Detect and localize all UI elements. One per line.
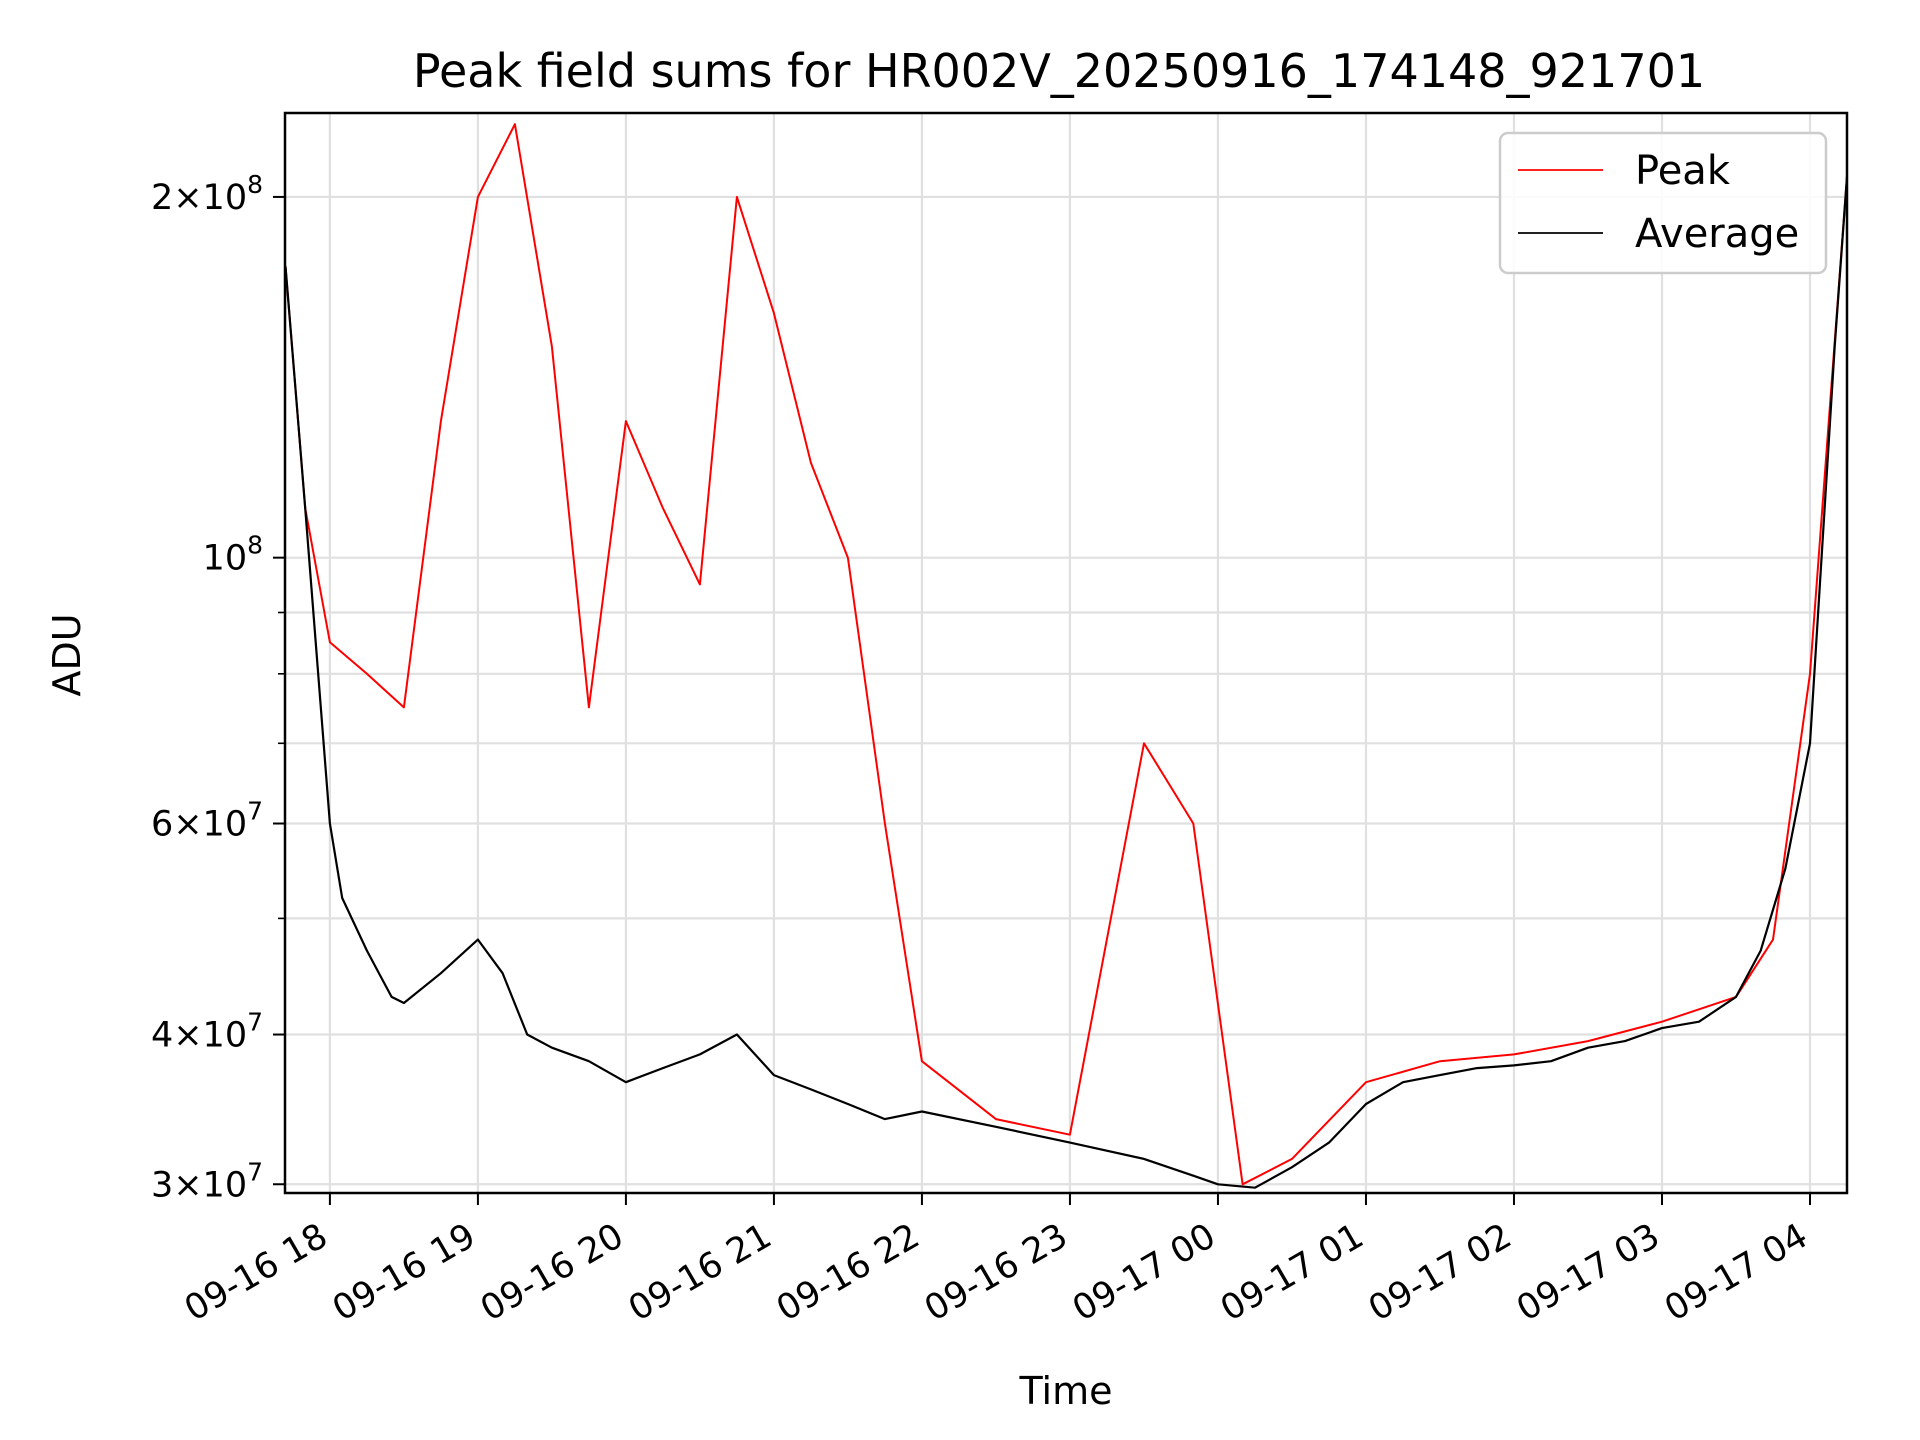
y-axis-label: ADU — [45, 613, 89, 696]
legend-box — [1498, 131, 1828, 275]
legend-label-peak: Peak — [1635, 148, 1731, 194]
series-layer — [284, 123, 1849, 1189]
x-tick-label: 09-16 20 — [474, 1216, 630, 1329]
x-tick-label: 09-17 03 — [1510, 1216, 1666, 1329]
x-tick-label: 09-17 02 — [1362, 1216, 1518, 1329]
x-tick-label: 09-17 00 — [1066, 1216, 1222, 1329]
series-line-average — [284, 176, 1849, 1189]
x-tick-label: 09-16 18 — [178, 1216, 334, 1329]
y-axis: 3×107 4×107 6×107 108 2×108 — [151, 170, 285, 1205]
y-tick-label: 6×107 — [151, 797, 263, 845]
y-tick-label: 2×108 — [151, 170, 263, 218]
x-tick-label: 09-16 19 — [326, 1216, 482, 1329]
y-tick-label: 4×107 — [151, 1008, 263, 1056]
legend-label-average: Average — [1635, 211, 1799, 257]
y-tick-label: 108 — [203, 531, 263, 579]
x-tick-label: 09-17 04 — [1658, 1216, 1814, 1329]
x-tick-label: 09-16 22 — [770, 1216, 926, 1329]
x-axis-label: Time — [1019, 1369, 1113, 1413]
series-line-peak — [284, 123, 1848, 1186]
plot-frame — [283, 111, 1849, 1195]
legend: Peak Average — [1498, 131, 1828, 275]
x-tick-label: 09-17 01 — [1214, 1216, 1370, 1329]
x-tick-label: 09-16 23 — [918, 1216, 1074, 1329]
y-tick-label: 3×107 — [151, 1157, 263, 1205]
chart-title: Peak field sums for HR002V_20250916_1741… — [413, 44, 1705, 98]
grid — [285, 113, 1847, 1193]
x-tick-label: 09-16 21 — [622, 1216, 778, 1329]
